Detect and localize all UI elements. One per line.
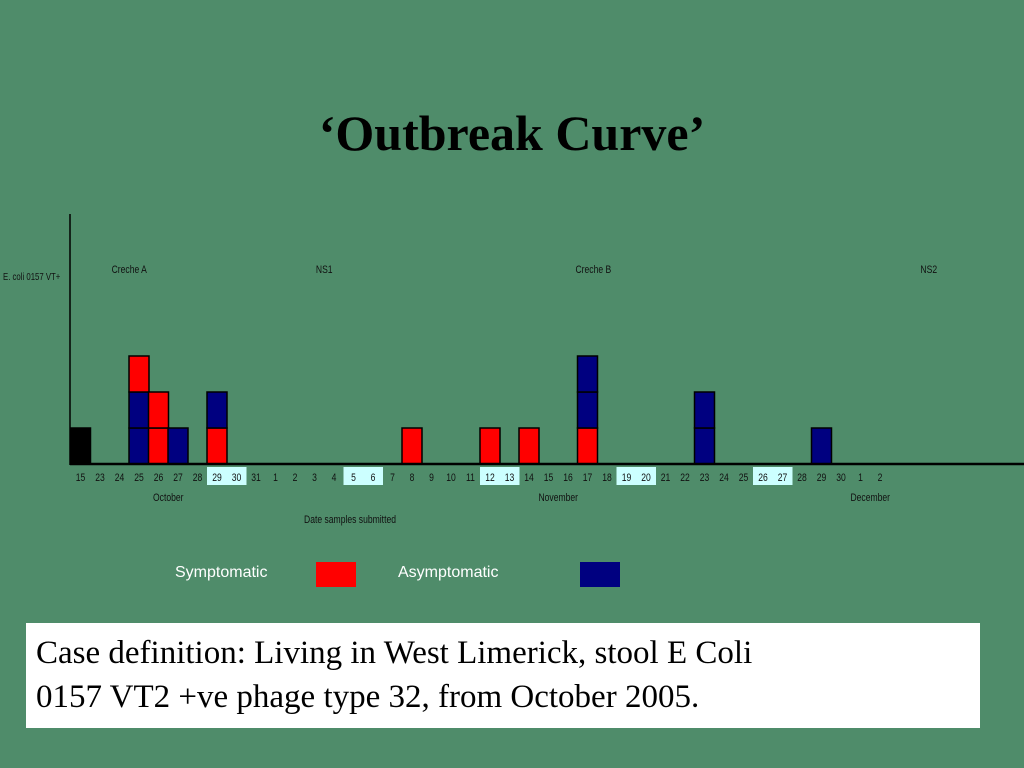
y-axis-label: E. coli 0157 VT+ xyxy=(3,271,60,282)
x-tick-label: 2 xyxy=(293,472,298,484)
outbreak-curve-chart: 15 23 24 25 26 27 28 29 30 31 1 2 3 4 5 6 7 8 9 10 11 12 13 14 1… xyxy=(3,214,1024,526)
x-tick-label: 12 xyxy=(485,472,495,484)
x-tick-label: 22 xyxy=(680,472,690,484)
x-tick-label: 2 xyxy=(878,472,883,484)
x-tick-label: 23 xyxy=(700,472,710,484)
asymptomatic-case-bar xyxy=(206,391,228,429)
legend-asymptomatic-swatch xyxy=(580,562,620,587)
x-tick-label: 24 xyxy=(719,472,729,484)
slide-title: ‘Outbreak Curve’ xyxy=(318,105,706,161)
asymptomatic-case-bar xyxy=(693,391,716,429)
highlight-date-box xyxy=(772,467,793,485)
x-tick-label: 15 xyxy=(76,472,86,484)
x-tick-label: 27 xyxy=(173,472,183,484)
legend-symptomatic-label: Symptomatic xyxy=(175,564,268,581)
x-tick-label: 30 xyxy=(836,472,846,484)
highlight-date-box xyxy=(207,467,227,485)
highlight-date-box xyxy=(499,467,520,485)
case-definition-line-1: Case definition: Living in West Limerick… xyxy=(36,635,753,671)
asymptomatic-case-bar xyxy=(167,427,189,465)
highlight-date-box xyxy=(363,467,383,485)
legend-symptomatic-swatch xyxy=(316,562,356,587)
x-tick-label: 28 xyxy=(193,472,203,484)
month-label: October xyxy=(153,492,184,504)
legend-asymptomatic-label: Asymptomatic xyxy=(398,564,499,581)
x-tick-label: 13 xyxy=(505,472,515,484)
x-tick-label: 28 xyxy=(797,472,807,484)
x-tick-label: 15 xyxy=(544,472,554,484)
asymptomatic-case-bar xyxy=(128,427,150,465)
x-tick-label: 25 xyxy=(134,472,144,484)
x-tick-label: 16 xyxy=(563,472,573,484)
highlight-date-box xyxy=(343,467,364,485)
x-tick-label: 23 xyxy=(95,472,105,484)
index-case-bar xyxy=(69,427,92,465)
x-tick-label: 24 xyxy=(115,472,125,484)
x-tick-label: 10 xyxy=(446,472,456,484)
symptomatic-case-bar xyxy=(479,427,501,465)
x-tick-label: 26 xyxy=(758,472,768,484)
highlight-date-box xyxy=(226,467,247,485)
x-tick-label: 14 xyxy=(524,472,534,484)
x-tick-label: 3 xyxy=(312,472,317,484)
x-tick-label: 7 xyxy=(390,472,395,484)
x-tick-label: 1 xyxy=(273,472,278,484)
x-tick-label: 6 xyxy=(371,472,376,484)
symptomatic-case-bar xyxy=(147,427,170,465)
x-tick-label: 18 xyxy=(602,472,612,484)
x-axis-label: Date samples submitted xyxy=(304,514,396,526)
x-tick-label: 17 xyxy=(583,472,593,484)
setting-annotation: NS1 xyxy=(316,264,333,276)
x-tick-label: 30 xyxy=(232,472,242,484)
case-definition-box: Case definition: Living in West Limerick… xyxy=(26,623,980,728)
symptomatic-case-bar xyxy=(401,427,423,465)
x-tick-label: 25 xyxy=(739,472,749,484)
x-tick-label: 19 xyxy=(622,472,632,484)
x-tick-label: 5 xyxy=(351,472,356,484)
highlight-date-box xyxy=(636,467,656,485)
x-tick-label: 9 xyxy=(429,472,434,484)
x-tick-label: 29 xyxy=(212,472,222,484)
symptomatic-case-bar xyxy=(518,427,540,465)
case-definition-line-2: 0157 VT2 +ve phage type 32, from October… xyxy=(36,679,700,715)
symptomatic-case-bar xyxy=(206,427,228,465)
x-tick-label: 20 xyxy=(641,472,651,484)
x-tick-label: 4 xyxy=(332,472,337,484)
x-tick-label: 29 xyxy=(817,472,827,484)
asymptomatic-case-bar xyxy=(128,391,150,429)
x-tick-label: 11 xyxy=(466,472,475,484)
asymptomatic-case-bar xyxy=(576,355,599,393)
highlight-date-box xyxy=(480,467,500,485)
symptomatic-case-bar xyxy=(128,355,150,393)
highlight-date-box xyxy=(616,467,637,485)
asymptomatic-case-bar xyxy=(693,427,716,465)
asymptomatic-case-bar xyxy=(576,391,599,429)
x-tick-label: 8 xyxy=(410,472,415,484)
setting-annotation: Creche B xyxy=(575,264,611,276)
highlight-date-box xyxy=(753,467,773,485)
symptomatic-case-bar xyxy=(576,427,599,465)
x-tick-label: 31 xyxy=(251,472,261,484)
bar-layer xyxy=(69,355,833,465)
setting-annotation: NS2 xyxy=(920,264,937,276)
month-label: December xyxy=(850,492,890,504)
x-tick-label: 27 xyxy=(778,472,788,484)
asymptomatic-case-bar xyxy=(810,427,833,465)
symptomatic-case-bar xyxy=(147,391,170,429)
setting-annotation: Creche A xyxy=(112,264,148,276)
x-tick-label: 21 xyxy=(661,472,671,484)
x-tick-label: 26 xyxy=(154,472,164,484)
tick-layer: 15 23 24 25 26 27 28 29 30 31 1 2 3 4 5 6 7 8 9 10 11 12 13 14 1… xyxy=(76,264,937,504)
month-label: November xyxy=(538,492,578,504)
x-tick-label: 1 xyxy=(858,472,863,484)
